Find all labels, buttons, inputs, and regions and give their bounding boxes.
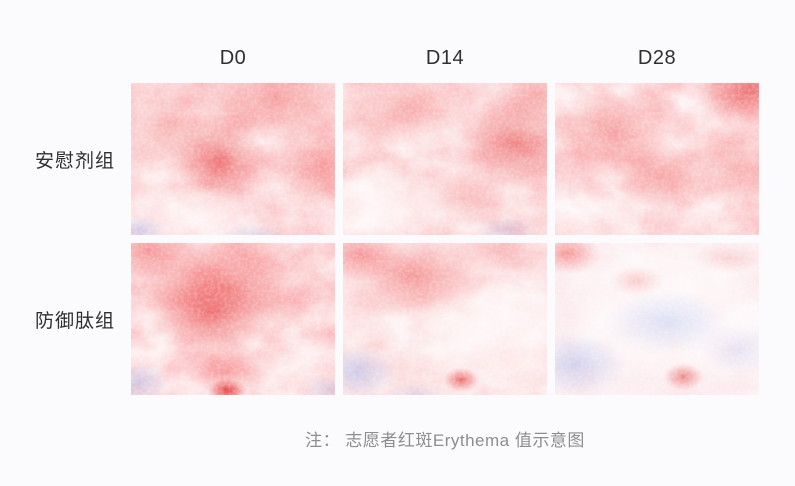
heatmap-tile-placebo-d0 — [131, 83, 335, 235]
heatmap-image-placebo-d0 — [131, 83, 335, 235]
heatmap-image-placebo-d14 — [343, 83, 547, 235]
figure-caption: 注： 志愿者红斑Erythema 值示意图 — [305, 431, 585, 450]
column-header-d28: D28 — [637, 47, 677, 69]
heatmap-tile-peptide-d28 — [555, 243, 759, 395]
heatmap-image-peptide-d28 — [555, 243, 759, 395]
heatmap-tile-peptide-d14 — [343, 243, 547, 395]
column-header-d14: D14 — [425, 47, 465, 69]
row-label-placebo-group: 安慰剂组 — [34, 150, 115, 172]
heatmap-tile-peptide-d0 — [131, 243, 335, 395]
row-label-peptide-group: 防御肽组 — [34, 310, 115, 332]
heatmap-image-placebo-d28 — [555, 83, 759, 235]
heatmap-image-peptide-d14 — [343, 243, 547, 395]
heatmap-tile-placebo-d28 — [555, 83, 759, 235]
heatmap-tile-placebo-d14 — [343, 83, 547, 235]
heatmap-image-peptide-d0 — [131, 243, 335, 395]
heatmap-grid — [131, 83, 759, 395]
column-headers: D0 D14 D28 — [131, 45, 759, 71]
column-header-d0: D0 — [219, 47, 247, 69]
